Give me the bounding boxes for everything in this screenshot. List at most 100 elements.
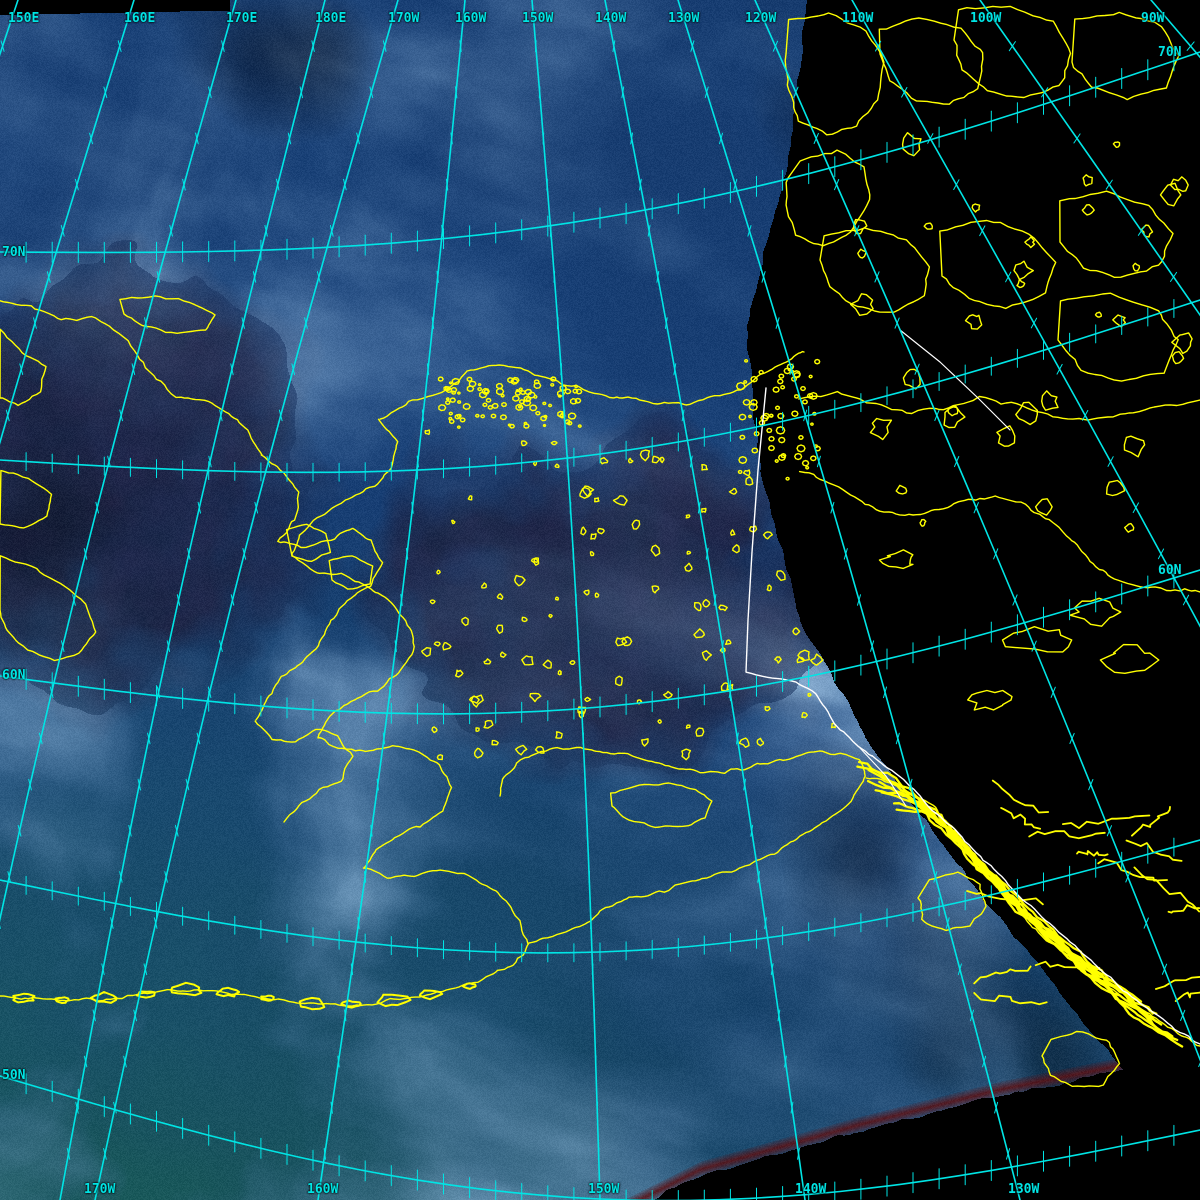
graticule-tick bbox=[276, 178, 280, 191]
coastline-aleutian-island bbox=[298, 996, 326, 1011]
graticule-tick bbox=[219, 640, 223, 652]
coastline-yukon-lake bbox=[772, 386, 780, 393]
coastline-chukotka-north bbox=[0, 300, 263, 456]
graticule-tick bbox=[60, 640, 65, 652]
coastline-arctic-islet bbox=[1094, 311, 1102, 318]
coastline-interior-lake bbox=[550, 440, 558, 446]
graticule-tick bbox=[927, 133, 934, 144]
graticule-tick bbox=[973, 502, 979, 514]
graticule-tick bbox=[266, 455, 271, 468]
coastline-north-slope-lake bbox=[448, 411, 453, 416]
graticule-tick bbox=[908, 778, 913, 791]
graticule-tick bbox=[580, 686, 582, 699]
graticule-tick bbox=[92, 1009, 96, 1022]
coastline-interior-lake bbox=[701, 507, 707, 513]
coastline-aleutian-island bbox=[461, 982, 477, 990]
coastline-aleutian-island bbox=[170, 981, 203, 997]
graticule-tick bbox=[350, 963, 354, 976]
graticule-tick bbox=[681, 409, 685, 422]
coastline-bc-lake bbox=[991, 779, 1050, 814]
graticule-tick bbox=[793, 86, 799, 98]
graticule-tick bbox=[656, 271, 660, 283]
graticule-tick bbox=[330, 1101, 333, 1114]
coastline-kamchatka-peninsula bbox=[0, 555, 97, 662]
coastline-interior-lake bbox=[612, 495, 628, 506]
graticule-tick bbox=[572, 547, 575, 560]
coastline-arctic-islet bbox=[1132, 262, 1141, 272]
graticule-tick bbox=[933, 871, 938, 883]
coastline-north-slope-lake bbox=[487, 405, 494, 410]
grid-label-latitude-right: 60N bbox=[1158, 563, 1182, 578]
coastline-north-slope-lake bbox=[491, 402, 499, 409]
coastline-interior-lake bbox=[762, 531, 773, 540]
graticule-tick bbox=[982, 1055, 987, 1068]
coastline-north-slope-lake bbox=[514, 390, 521, 396]
coastline-north-slope-lake bbox=[507, 377, 514, 384]
coastline-interior-lake bbox=[810, 653, 824, 666]
graticule-tick bbox=[357, 917, 360, 929]
coastline-arctic-islet bbox=[1016, 278, 1026, 289]
graticule-tick bbox=[894, 317, 900, 329]
border-alaska-yukon-141w bbox=[745, 387, 767, 673]
graticule-tick bbox=[411, 501, 414, 514]
graticule-tick bbox=[546, 178, 548, 191]
coastline-interior-lake bbox=[797, 649, 810, 662]
coastline-arctic-islet bbox=[1082, 174, 1093, 187]
coastline-interior-lake bbox=[728, 487, 738, 495]
coastline-arctic-islet bbox=[1112, 141, 1121, 148]
coastline-interior-lake bbox=[639, 449, 651, 462]
coastline-arctic-islet bbox=[1024, 236, 1036, 249]
border-alaska-yukon-south bbox=[745, 671, 873, 757]
graticule-tick bbox=[816, 455, 821, 468]
coastline-aleutian-island bbox=[12, 992, 36, 1004]
coastline-bc-lake bbox=[1097, 858, 1168, 882]
coastline-north-slope-lake bbox=[523, 423, 530, 429]
graticule-tick bbox=[953, 179, 960, 190]
graticule-tick bbox=[1069, 732, 1075, 744]
graticule-tick bbox=[72, 594, 76, 606]
coastline-wrangel-area bbox=[0, 328, 47, 407]
coastline-chukotka-east bbox=[255, 454, 384, 721]
coastline-yukon-lake bbox=[760, 414, 769, 422]
coastline-interior-lake bbox=[651, 455, 661, 464]
coastline-yukon-lake bbox=[744, 359, 749, 363]
coastline-bc-lake bbox=[973, 965, 1032, 985]
graticule-tick bbox=[133, 1009, 137, 1022]
coastline-interior-lake bbox=[470, 694, 484, 708]
graticule-tick bbox=[797, 1147, 800, 1160]
coastline-north-slope-lake bbox=[520, 390, 526, 395]
coastline-yukon-lake bbox=[774, 459, 779, 463]
graticule-tick bbox=[803, 409, 808, 422]
graticule-tick bbox=[5, 409, 10, 422]
graticule-tick bbox=[370, 824, 373, 837]
graticule-tick bbox=[813, 132, 819, 144]
coastline-interior-lake bbox=[807, 692, 812, 697]
graticule-tick bbox=[549, 224, 552, 237]
graticule-tick bbox=[689, 455, 693, 468]
graticule-tick bbox=[1082, 410, 1089, 421]
graticule-tick bbox=[569, 501, 572, 514]
graticule-tick bbox=[596, 1101, 598, 1114]
coastline-interior-lake bbox=[421, 647, 432, 658]
coastline-interior-lake bbox=[792, 627, 801, 636]
grid-label-longitude-bottom: 160W bbox=[307, 1182, 339, 1197]
graticule-tick bbox=[1170, 271, 1178, 282]
coastline-yukon-lake bbox=[787, 368, 792, 372]
coastline-bc-lake bbox=[1034, 960, 1101, 971]
graticule-tick bbox=[719, 132, 723, 145]
coastline-yukon-lake bbox=[778, 436, 786, 444]
graticule-tick bbox=[557, 317, 559, 330]
coastline-interior-lake bbox=[659, 456, 665, 464]
graticule-tick bbox=[400, 594, 403, 606]
coastline-interior-lake bbox=[548, 613, 553, 619]
graticule-tick bbox=[46, 271, 51, 283]
grid-label-longitude-top: 110W bbox=[842, 11, 874, 26]
coastline-haida-gwaii bbox=[917, 871, 987, 932]
graticule-tick bbox=[1198, 1062, 1200, 1068]
coastline-north-slope-lake bbox=[479, 391, 488, 399]
coastline-interior-lake bbox=[684, 562, 693, 572]
graticule-tick bbox=[970, 1009, 974, 1022]
coastline-kodiak-island bbox=[609, 782, 713, 829]
